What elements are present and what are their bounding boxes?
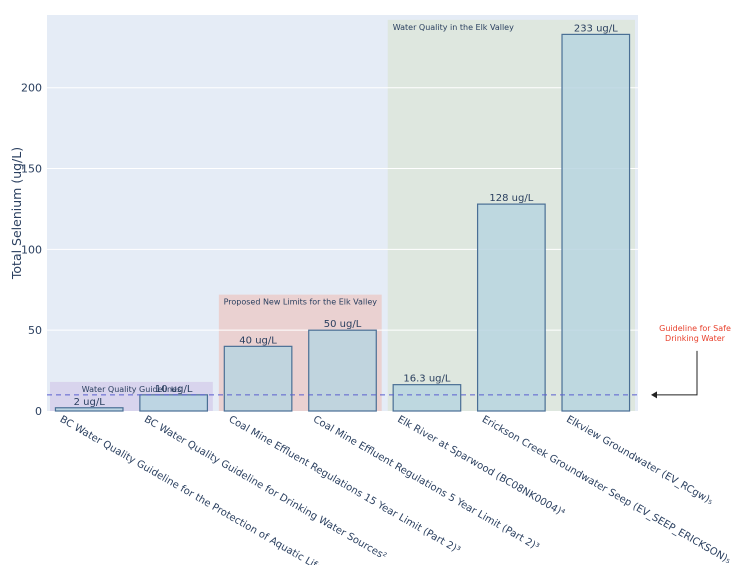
y-tick-label-0: 0 bbox=[35, 405, 42, 418]
x-tick-label-6: Elkview Groundwater (EV_RCgw)₅ bbox=[564, 414, 715, 507]
guideline-label-line-1: Drinking Water bbox=[665, 334, 726, 343]
bar-group bbox=[54, 33, 631, 412]
bar-1 bbox=[139, 394, 209, 412]
y-axis-title: Total Selenium (ug/L) bbox=[9, 147, 24, 280]
y-tick-label-150: 150 bbox=[21, 163, 42, 176]
bar-5 bbox=[476, 203, 546, 412]
bar-3 bbox=[308, 329, 377, 412]
bar-value-label-4: 16.3 ug/L bbox=[403, 374, 450, 385]
bar-2 bbox=[223, 345, 293, 412]
y-tick-label-100: 100 bbox=[21, 243, 42, 256]
bar-value-label-3: 50 ug/L bbox=[324, 319, 362, 330]
bar-value-label-2: 40 ug/L bbox=[239, 335, 277, 346]
y-tick-label-200: 200 bbox=[21, 82, 42, 95]
y-axis-ticks: 0 50 100 150 200 bbox=[21, 82, 42, 418]
guideline-arrow-head bbox=[651, 391, 657, 399]
x-tick-label-0: BC Water Quality Guideline for the Prote… bbox=[58, 414, 328, 565]
bar-6 bbox=[561, 33, 631, 412]
bar-0 bbox=[54, 407, 124, 412]
bar-value-label-1: 10 ug/L bbox=[155, 384, 193, 395]
region-label-1: Proposed New Limits for the Elk Valley bbox=[224, 298, 378, 307]
guideline-arrow-shaft bbox=[654, 350, 698, 396]
x-tick-label-4: Elk River at Sparwood (BC08NK0004)⁴ bbox=[395, 414, 566, 519]
bar-4 bbox=[392, 384, 462, 412]
x-axis-ticks: BC Water Quality Guideline for the Prote… bbox=[58, 414, 733, 565]
region-label-0: Water Quality Guidelines bbox=[82, 385, 181, 394]
guideline-label-line-0: Guideline for Safe bbox=[659, 324, 731, 333]
bar-label-group: 2 ug/L 10 ug/L 40 ug/L 50 ug/L 16.3 ug/L 128 … bbox=[74, 23, 619, 407]
bar-value-label-0: 2 ug/L bbox=[74, 397, 106, 408]
bar-value-label-6: 233 ug/L bbox=[574, 23, 618, 34]
region-label-2: Water Quality in the Elk Valley bbox=[393, 23, 514, 32]
bar-value-label-5: 128 ug/L bbox=[489, 193, 533, 204]
y-tick-label-50: 50 bbox=[28, 324, 42, 337]
